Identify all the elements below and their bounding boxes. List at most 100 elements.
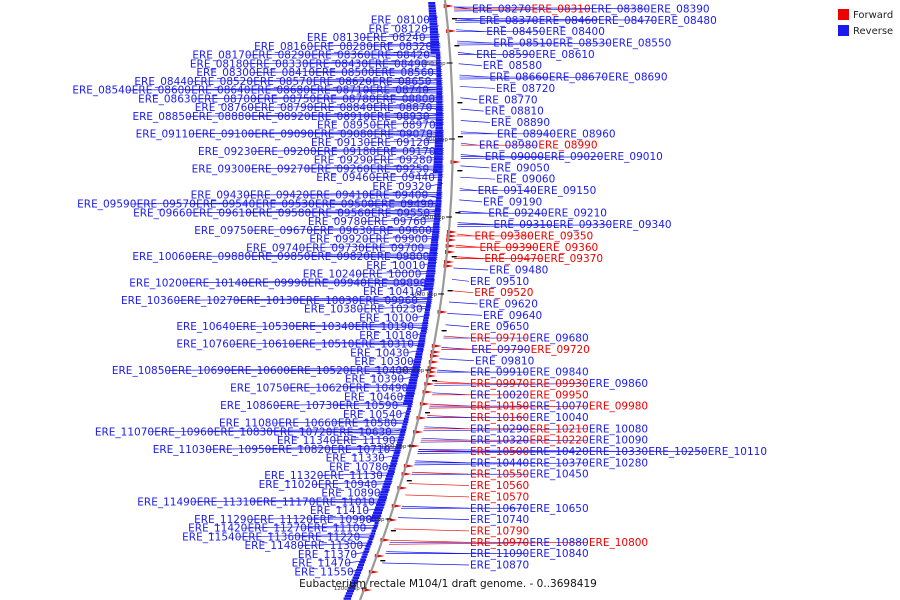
reverse-gene-arrow: [428, 12, 437, 15]
reverse-gene-arrow: [429, 249, 438, 252]
gene-label: ERE_08650: [372, 76, 431, 88]
reverse-gene-arrow: [374, 509, 383, 512]
reverse-gene-arrow: [436, 61, 441, 65]
gene-label: ERE_08760: [195, 102, 254, 114]
leader-line: [388, 541, 588, 545]
reverse-gene-arrow: [430, 241, 439, 244]
gene-label: ERE_10180: [359, 330, 418, 342]
gene-label: ERE_09780: [308, 216, 367, 228]
leader-line: [175, 297, 433, 301]
reverse-legend-label: Reverse: [853, 26, 893, 37]
leader-line: [365, 212, 442, 217]
gene-label: ERE_09890: [367, 277, 426, 289]
reverse-gene-arrow: [403, 399, 413, 403]
reverse-gene-arrow: [363, 550, 369, 553]
reverse-gene-arrow: [430, 243, 438, 247]
gene-marker: [451, 18, 457, 20]
reverse-gene-arrow: [425, 308, 430, 312]
reverse-gene-arrow: [352, 576, 360, 579]
genome-backbone: [358, 0, 454, 600]
reverse-gene-arrow: [407, 386, 416, 390]
reverse-gene-arrow: [436, 111, 443, 114]
reverse-gene-arrow: [425, 306, 431, 309]
reverse-gene-arrow: [406, 389, 416, 392]
gene-label: ERE_11310: [197, 496, 256, 508]
gene-label: ERE_08630: [138, 93, 197, 105]
reverse-gene-arrow: [348, 587, 356, 590]
reverse-gene-arrow: [364, 548, 370, 551]
reverse-gene-arrow: [414, 358, 422, 361]
gene-label: ERE_10390: [345, 374, 404, 386]
gene-label: ERE_10320: [470, 435, 529, 447]
gene-label: ERE_10500: [470, 446, 529, 458]
reverse-gene-arrow: [436, 194, 442, 197]
leader-line: [248, 226, 441, 231]
gene-label: ERE_10150: [470, 401, 529, 413]
scale-tick-label: 1000 kbp: [411, 292, 437, 298]
gene-label: ERE_11190: [336, 435, 395, 447]
reverse-gene-arrow: [430, 41, 440, 44]
scale-tick-label: 950 kbp: [423, 215, 446, 221]
gene-label: ERE_08690: [608, 72, 667, 84]
gene-marker: [457, 136, 463, 138]
gene-label: ERE_09210: [548, 208, 607, 220]
leader-line: [230, 323, 429, 328]
reverse-gene-arrow: [385, 475, 394, 478]
leader-line: [246, 211, 442, 214]
gene-label: ERE_11070: [95, 426, 154, 438]
gene-label: ERE_10200: [129, 277, 188, 289]
gene-label: ERE_08490: [368, 58, 427, 70]
gene-label: ERE_09970: [470, 378, 529, 390]
leader-line: [234, 299, 433, 301]
reverse-gene-arrow: [370, 519, 380, 522]
gene-label: ERE_10290: [470, 423, 529, 435]
gene-label: ERE_10670: [470, 503, 529, 515]
gene-label: ERE_08950: [317, 120, 376, 132]
gene-label: ERE_09250: [370, 163, 429, 175]
gene-label: ERE_10380: [304, 304, 363, 316]
gene-label: ERE_08370: [479, 15, 538, 27]
leader-line: [305, 89, 444, 94]
gene-label: ERE_08310: [531, 4, 590, 16]
gene-label: ERE_08590: [476, 49, 535, 61]
gene-label: ERE_08710: [310, 85, 369, 97]
gene-label: ERE_10410: [363, 286, 422, 298]
gene-label: ERE_10270: [180, 295, 239, 307]
reverse-gene-arrow: [343, 597, 352, 600]
reverse-gene-arrow: [436, 106, 443, 109]
reverse-gene-arrow: [408, 381, 417, 384]
gene-label: ERE_10950: [212, 444, 271, 456]
leader-line: [246, 115, 444, 117]
leader-line: [266, 447, 402, 450]
gene-label: ERE_09180: [317, 146, 376, 158]
reverse-gene-arrow: [427, 295, 432, 299]
scale-tick-label: 1150 kbp: [359, 517, 385, 523]
leader-line: [334, 404, 413, 406]
gene-label: ERE_10780: [329, 461, 388, 473]
reverse-gene-arrow: [416, 347, 424, 351]
gene-label: ERE_09910: [470, 367, 529, 379]
gene-label: ERE_08460: [539, 15, 598, 27]
leader-line: [186, 88, 443, 91]
leader-line: [308, 106, 444, 108]
reverse-gene-arrow: [354, 571, 362, 574]
gene-label: ERE_10080: [589, 423, 648, 435]
gene-label: ERE_08380: [591, 4, 650, 16]
reverse-gene-arrow: [437, 181, 442, 184]
leader-line: [187, 209, 442, 214]
gene-label: ERE_10110: [708, 446, 767, 458]
reverse-gene-arrow: [433, 163, 443, 166]
reverse-gene-arrow: [420, 329, 427, 332]
gene-label: ERE_08120: [369, 23, 428, 35]
gene-label: ERE_09750: [194, 225, 253, 237]
gene-label: ERE_10220: [529, 435, 588, 447]
leader-line: [362, 218, 441, 222]
gene-label: ERE_08890: [491, 117, 550, 129]
gene-label: ERE_09520: [474, 287, 533, 299]
reverse-gene-arrow: [436, 87, 442, 91]
leader-line: [191, 202, 442, 205]
gene-label: ERE_09340: [612, 219, 671, 231]
reverse-gene-arrow: [395, 446, 402, 449]
leader-line: [369, 72, 443, 74]
